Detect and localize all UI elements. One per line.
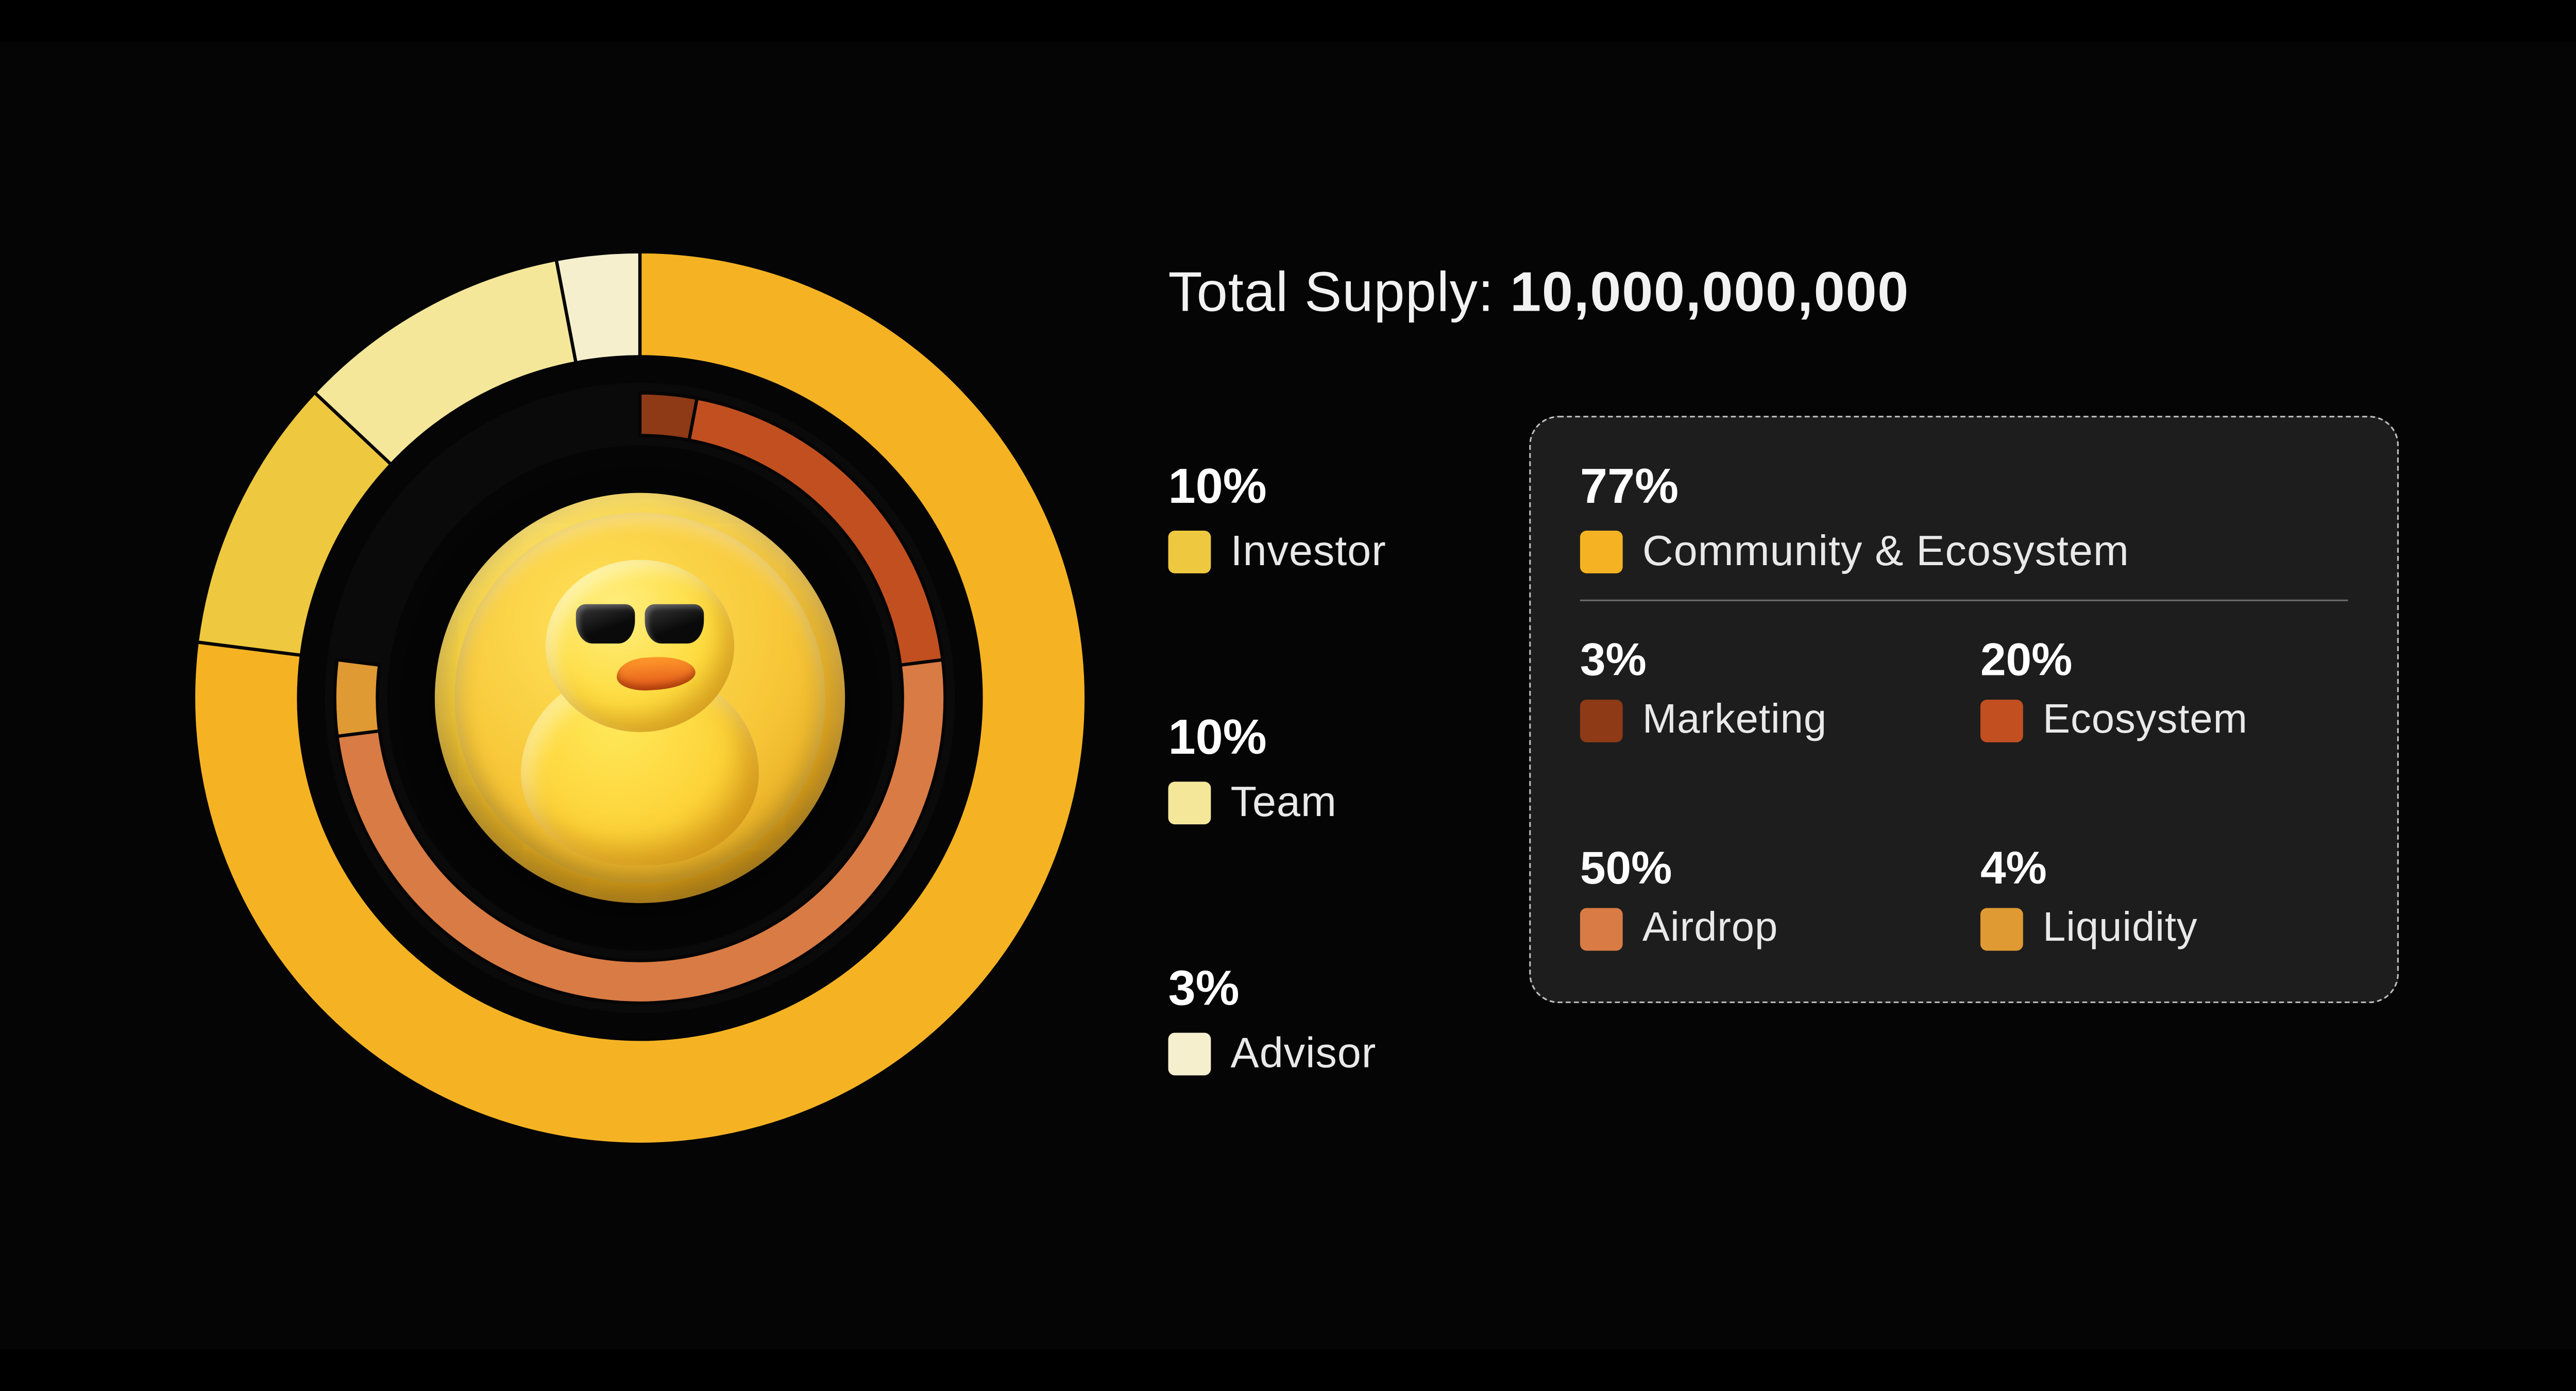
legend-percent: 4% [1980,842,2348,895]
legend-swatch [1580,530,1623,572]
legend-percent: 20% [1980,634,2348,687]
center-coin [435,493,845,903]
legend-item-airdrop: 50% Airdrop [1580,842,1947,952]
legend-label: Community & Ecosystem [1642,525,2129,576]
legend-label: Liquidity [2043,905,2198,952]
legend-swatch [1580,699,1623,741]
allocation-donut-chart [180,239,1099,1157]
legend-swatch [1980,907,2023,950]
legend-label: Marketing [1642,697,1827,744]
legend-swatch [1168,1032,1211,1075]
legend-label: Airdrop [1642,905,1778,952]
community-breakdown-box: 77% Community & Ecosystem 3% Marketing 2… [1529,416,2399,1003]
community-sub-legend: 3% Marketing 20% Ecosystem 50% Airdrop [1580,634,2348,953]
legend-label: Team [1231,777,1337,828]
legend-percent: 10% [1168,711,1386,767]
legend-percent: 3% [1580,634,1947,687]
legend-item-investor: 10% Investor [1168,460,1386,576]
legend-swatch [1168,530,1211,572]
total-supply-label: Total Supply: [1168,262,1494,324]
tokenomics-infographic: Total Supply: 10,000,000,000 10% Investo… [0,42,2576,1349]
legend-swatch [1980,699,2023,741]
legend-label: Investor [1231,525,1386,576]
legend-swatch [1168,781,1211,824]
legend-item-team: 10% Team [1168,711,1386,827]
legend-item-advisor: 3% Advisor [1168,962,1386,1079]
legend-percent: 10% [1168,460,1386,516]
legend-item-marketing: 3% Marketing [1580,634,1947,744]
legend-item-liquidity: 4% Liquidity [1980,842,2348,952]
legend-swatch [1580,907,1623,950]
duck-mascot-icon [435,493,845,903]
allocation-legend-main: 10% Investor 10% Team 3% Advisor [1168,460,1386,1079]
legend-item-community: 77% Community & Ecosystem [1580,460,2348,576]
legend-item-ecosystem: 20% Ecosystem [1980,634,2348,744]
legend-percent: 50% [1580,842,1947,895]
legend-percent: 77% [1580,460,2348,516]
legend-percent: 3% [1168,962,1386,1018]
legend-label: Ecosystem [2043,697,2248,744]
community-divider [1580,600,2348,601]
total-supply-value: 10,000,000,000 [1510,262,1909,324]
total-supply: Total Supply: 10,000,000,000 [1168,262,1909,326]
legend-label: Advisor [1231,1028,1377,1079]
